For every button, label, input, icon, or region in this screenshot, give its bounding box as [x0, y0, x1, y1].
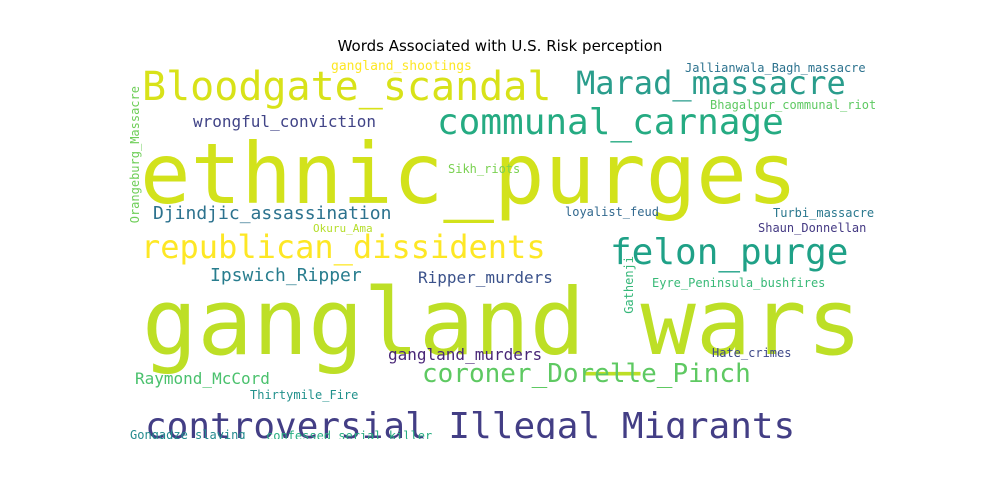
cloud-word: Raymond_McCord [135, 369, 270, 388]
cloud-word: Eyre_Peninsula_bushfires [652, 276, 826, 290]
cloud-word: Gathenji [622, 256, 636, 314]
cloud-word: communal_carnage [437, 102, 784, 143]
cloud-word: confessed_serial_killer [266, 429, 433, 439]
cloud-word: controversial_Illegal_Migrants [145, 406, 796, 440]
cloud-word: Sikh_riots [448, 162, 521, 176]
cloud-word: Jallianwala_Bagh_massacre [685, 61, 866, 75]
cloud-word: Orangeburg_Massacre [128, 86, 142, 224]
cloud-word: Turbi_massacre [773, 206, 875, 220]
cloud-word: Hate_crimes [712, 346, 792, 360]
cloud-word: Djindjic_assassination [153, 203, 392, 224]
cloud-word: Ripper_murders [418, 268, 553, 287]
cloud-word: Bhagalpur_communal_riots [710, 98, 875, 112]
cloud-word: Marad_massacre [576, 64, 846, 102]
cloud-word: Okuru_Ama [313, 222, 373, 235]
cloud-word: felon_purge [610, 232, 849, 273]
cloud-word: wrongful_conviction [193, 112, 377, 131]
chart-title: Words Associated with U.S. Risk percepti… [337, 37, 663, 55]
cloud-word: ethnic_purges [140, 125, 798, 223]
cloud-word: gangland_murders [388, 345, 543, 364]
cloud-word: loyalist_feud [565, 205, 659, 219]
cloud-word: Gongadze_slaying [130, 428, 246, 439]
cloud-word: gangland_shootings [331, 59, 472, 74]
cloud-word: republican_dissidents [141, 228, 546, 266]
cloud-word: Shaun_Donnellan [758, 221, 867, 235]
cloud-word: Bloodgate_scandal [142, 64, 552, 110]
cloud-word: coroner_Dorelle_Pinch [422, 359, 751, 389]
cloud-word: gangland_wars [142, 269, 863, 376]
cloud-word: Ipswich_Ripper [210, 265, 362, 286]
word-cloud: ethnic_purges gangland_wars controversial_… [125, 59, 875, 439]
cloud-word: Thirtymile_Fire [250, 388, 359, 402]
